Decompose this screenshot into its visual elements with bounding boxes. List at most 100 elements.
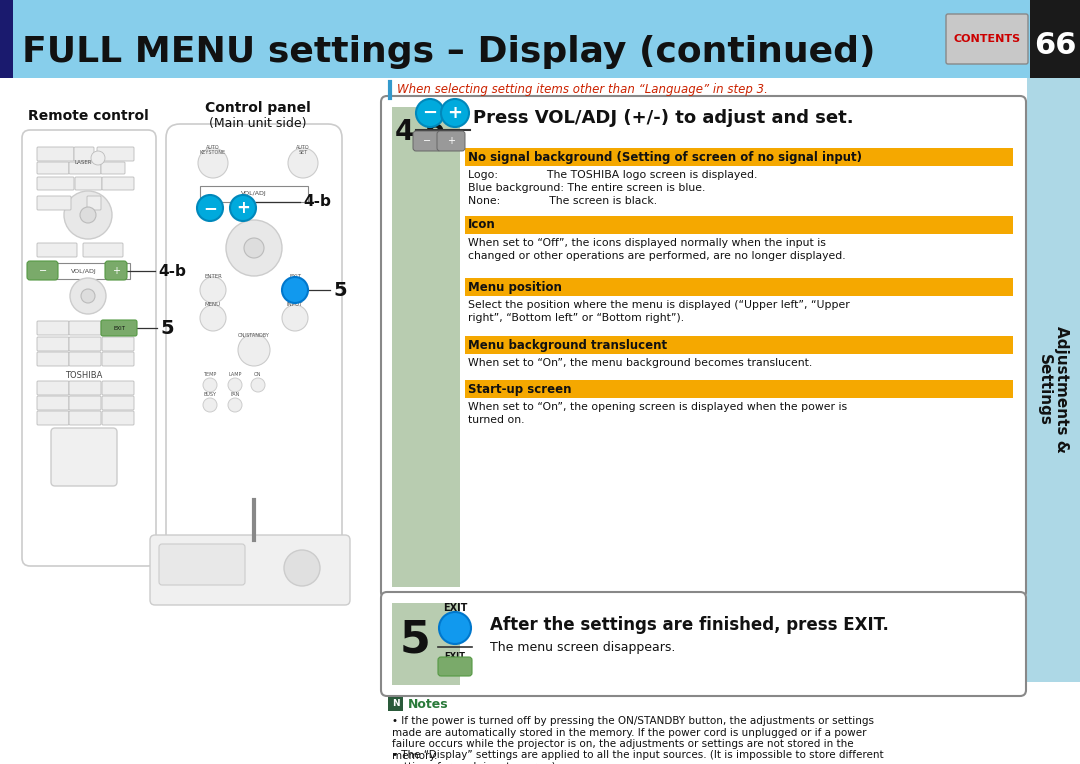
Text: Control panel: Control panel bbox=[205, 101, 311, 115]
Text: TEMP: TEMP bbox=[203, 371, 217, 377]
Text: (Main unit side): (Main unit side) bbox=[210, 118, 307, 131]
FancyBboxPatch shape bbox=[465, 216, 1013, 234]
FancyBboxPatch shape bbox=[102, 162, 125, 174]
Circle shape bbox=[200, 277, 226, 303]
Text: Remote control: Remote control bbox=[28, 109, 148, 123]
Text: −: − bbox=[39, 266, 48, 276]
Text: • If the power is turned off by pressing the ON/STANDBY button, the adjustments : • If the power is turned off by pressing… bbox=[392, 716, 874, 761]
Text: ON: ON bbox=[254, 371, 261, 377]
Text: VOL/ADJ: VOL/ADJ bbox=[241, 192, 267, 196]
FancyBboxPatch shape bbox=[75, 177, 102, 190]
Text: ON/STANDBY: ON/STANDBY bbox=[238, 332, 270, 338]
FancyBboxPatch shape bbox=[69, 162, 102, 174]
Text: −: − bbox=[203, 199, 217, 217]
Text: +: + bbox=[112, 266, 120, 276]
Text: 5: 5 bbox=[400, 619, 431, 662]
Circle shape bbox=[198, 148, 228, 178]
Circle shape bbox=[288, 148, 318, 178]
Circle shape bbox=[438, 612, 471, 644]
Text: Menu background translucent: Menu background translucent bbox=[468, 338, 667, 351]
Text: EXIT: EXIT bbox=[445, 652, 465, 661]
FancyBboxPatch shape bbox=[87, 196, 102, 210]
Circle shape bbox=[200, 305, 226, 331]
Circle shape bbox=[441, 99, 469, 127]
Text: When set to “On”, the opening screen is displayed when the power is: When set to “On”, the opening screen is … bbox=[468, 402, 847, 412]
Text: After the settings are finished, press EXIT.: After the settings are finished, press E… bbox=[490, 616, 889, 634]
FancyBboxPatch shape bbox=[102, 381, 134, 395]
FancyBboxPatch shape bbox=[102, 411, 134, 425]
Text: N: N bbox=[392, 700, 400, 708]
Text: 5: 5 bbox=[160, 319, 174, 338]
Circle shape bbox=[203, 398, 217, 412]
FancyBboxPatch shape bbox=[37, 411, 69, 425]
Text: Logo:              The TOSHIBA logo screen is displayed.: Logo: The TOSHIBA logo screen is display… bbox=[468, 170, 757, 180]
Circle shape bbox=[91, 151, 105, 165]
FancyBboxPatch shape bbox=[97, 147, 134, 161]
Text: FULL MENU settings – Display (continued): FULL MENU settings – Display (continued) bbox=[22, 35, 876, 69]
FancyBboxPatch shape bbox=[381, 96, 1026, 598]
FancyBboxPatch shape bbox=[1030, 0, 1080, 78]
FancyBboxPatch shape bbox=[946, 14, 1028, 64]
FancyBboxPatch shape bbox=[392, 603, 460, 685]
Circle shape bbox=[251, 378, 265, 392]
Text: −: − bbox=[422, 104, 437, 122]
FancyBboxPatch shape bbox=[22, 130, 156, 566]
Circle shape bbox=[416, 99, 444, 127]
Circle shape bbox=[238, 334, 270, 366]
Text: LASER: LASER bbox=[75, 160, 92, 164]
FancyBboxPatch shape bbox=[37, 396, 69, 410]
FancyBboxPatch shape bbox=[200, 186, 308, 202]
Text: 4-b: 4-b bbox=[158, 264, 186, 279]
Text: When set to “On”, the menu background becomes translucent.: When set to “On”, the menu background be… bbox=[468, 358, 812, 368]
FancyBboxPatch shape bbox=[437, 131, 465, 151]
Circle shape bbox=[244, 238, 264, 258]
FancyBboxPatch shape bbox=[69, 352, 102, 366]
FancyBboxPatch shape bbox=[37, 381, 69, 395]
Text: MENU: MENU bbox=[205, 302, 221, 306]
FancyBboxPatch shape bbox=[105, 261, 127, 280]
FancyBboxPatch shape bbox=[465, 278, 1013, 296]
Text: −: − bbox=[423, 136, 431, 146]
Text: ENTER: ENTER bbox=[204, 274, 221, 279]
Text: The menu screen disappears.: The menu screen disappears. bbox=[490, 642, 675, 655]
Circle shape bbox=[230, 195, 256, 221]
Circle shape bbox=[197, 195, 222, 221]
Text: EXIT: EXIT bbox=[289, 274, 301, 279]
Text: 4-b: 4-b bbox=[395, 118, 446, 146]
Circle shape bbox=[81, 289, 95, 303]
Text: None:              The screen is black.: None: The screen is black. bbox=[468, 196, 657, 206]
FancyBboxPatch shape bbox=[51, 428, 117, 486]
Text: EXIT: EXIT bbox=[443, 603, 468, 613]
FancyBboxPatch shape bbox=[69, 396, 102, 410]
FancyBboxPatch shape bbox=[37, 352, 69, 366]
FancyBboxPatch shape bbox=[465, 380, 1013, 398]
Text: No signal background (Setting of screen of no signal input): No signal background (Setting of screen … bbox=[468, 151, 862, 163]
FancyBboxPatch shape bbox=[102, 337, 134, 351]
Text: Blue background: The entire screen is blue.: Blue background: The entire screen is bl… bbox=[468, 183, 705, 193]
FancyBboxPatch shape bbox=[388, 697, 403, 711]
Text: Select the position where the menu is displayed (“Upper left”, “Upper: Select the position where the menu is di… bbox=[468, 300, 850, 310]
Circle shape bbox=[64, 191, 112, 239]
FancyBboxPatch shape bbox=[37, 243, 77, 257]
FancyBboxPatch shape bbox=[37, 196, 71, 210]
FancyBboxPatch shape bbox=[0, 0, 1030, 78]
FancyBboxPatch shape bbox=[83, 243, 123, 257]
Text: EXIT: EXIT bbox=[113, 325, 125, 331]
FancyBboxPatch shape bbox=[69, 337, 102, 351]
Text: Notes: Notes bbox=[408, 698, 448, 711]
FancyBboxPatch shape bbox=[166, 124, 342, 592]
FancyBboxPatch shape bbox=[102, 352, 134, 366]
Text: LAMP: LAMP bbox=[228, 371, 242, 377]
FancyBboxPatch shape bbox=[37, 337, 69, 351]
Text: 5: 5 bbox=[333, 280, 347, 299]
Text: VOL/ADJ: VOL/ADJ bbox=[71, 268, 97, 274]
FancyBboxPatch shape bbox=[38, 263, 130, 279]
Text: +: + bbox=[447, 136, 455, 146]
FancyBboxPatch shape bbox=[413, 131, 441, 151]
FancyBboxPatch shape bbox=[102, 396, 134, 410]
FancyBboxPatch shape bbox=[0, 0, 13, 78]
FancyBboxPatch shape bbox=[37, 162, 69, 174]
Text: right”, “Bottom left” or “Bottom right”).: right”, “Bottom left” or “Bottom right”)… bbox=[468, 313, 684, 323]
Text: INPUT: INPUT bbox=[287, 302, 303, 306]
Text: TOSHIBA: TOSHIBA bbox=[65, 371, 103, 380]
